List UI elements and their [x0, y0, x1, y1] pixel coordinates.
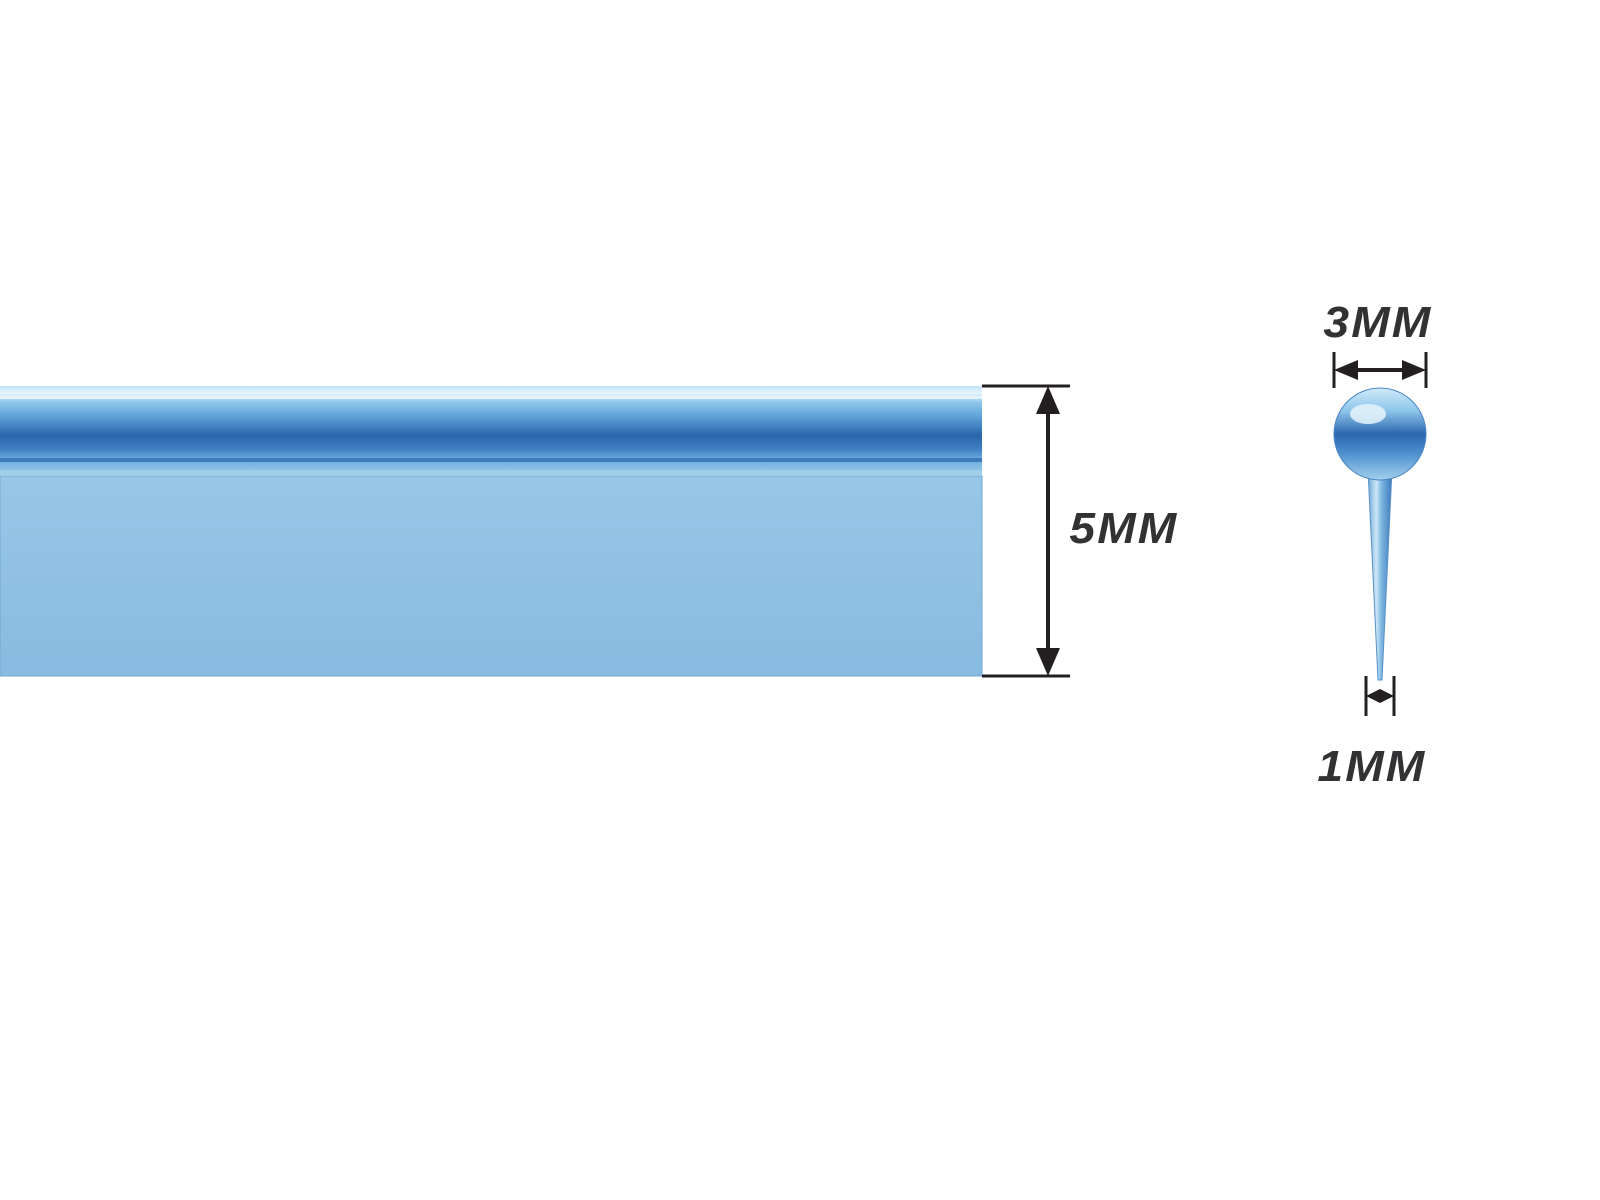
- diagram-stage: 5MM 3MM 1MM: [0, 0, 1600, 1200]
- dim-1mm-arrow-right: [1380, 689, 1394, 703]
- ball-highlight: [1350, 404, 1386, 424]
- cross-section-ball: [1334, 388, 1426, 480]
- dim-1mm-label: 1MM: [1317, 742, 1426, 792]
- dim-3mm-arrow-right: [1402, 360, 1426, 380]
- cross-section: [0, 0, 1600, 1200]
- dim-3mm-label: 3MM: [1323, 298, 1432, 348]
- dim-3mm-arrow-left: [1334, 360, 1358, 380]
- cross-section-stem: [1368, 470, 1392, 680]
- dim-1mm-arrow-left: [1366, 689, 1380, 703]
